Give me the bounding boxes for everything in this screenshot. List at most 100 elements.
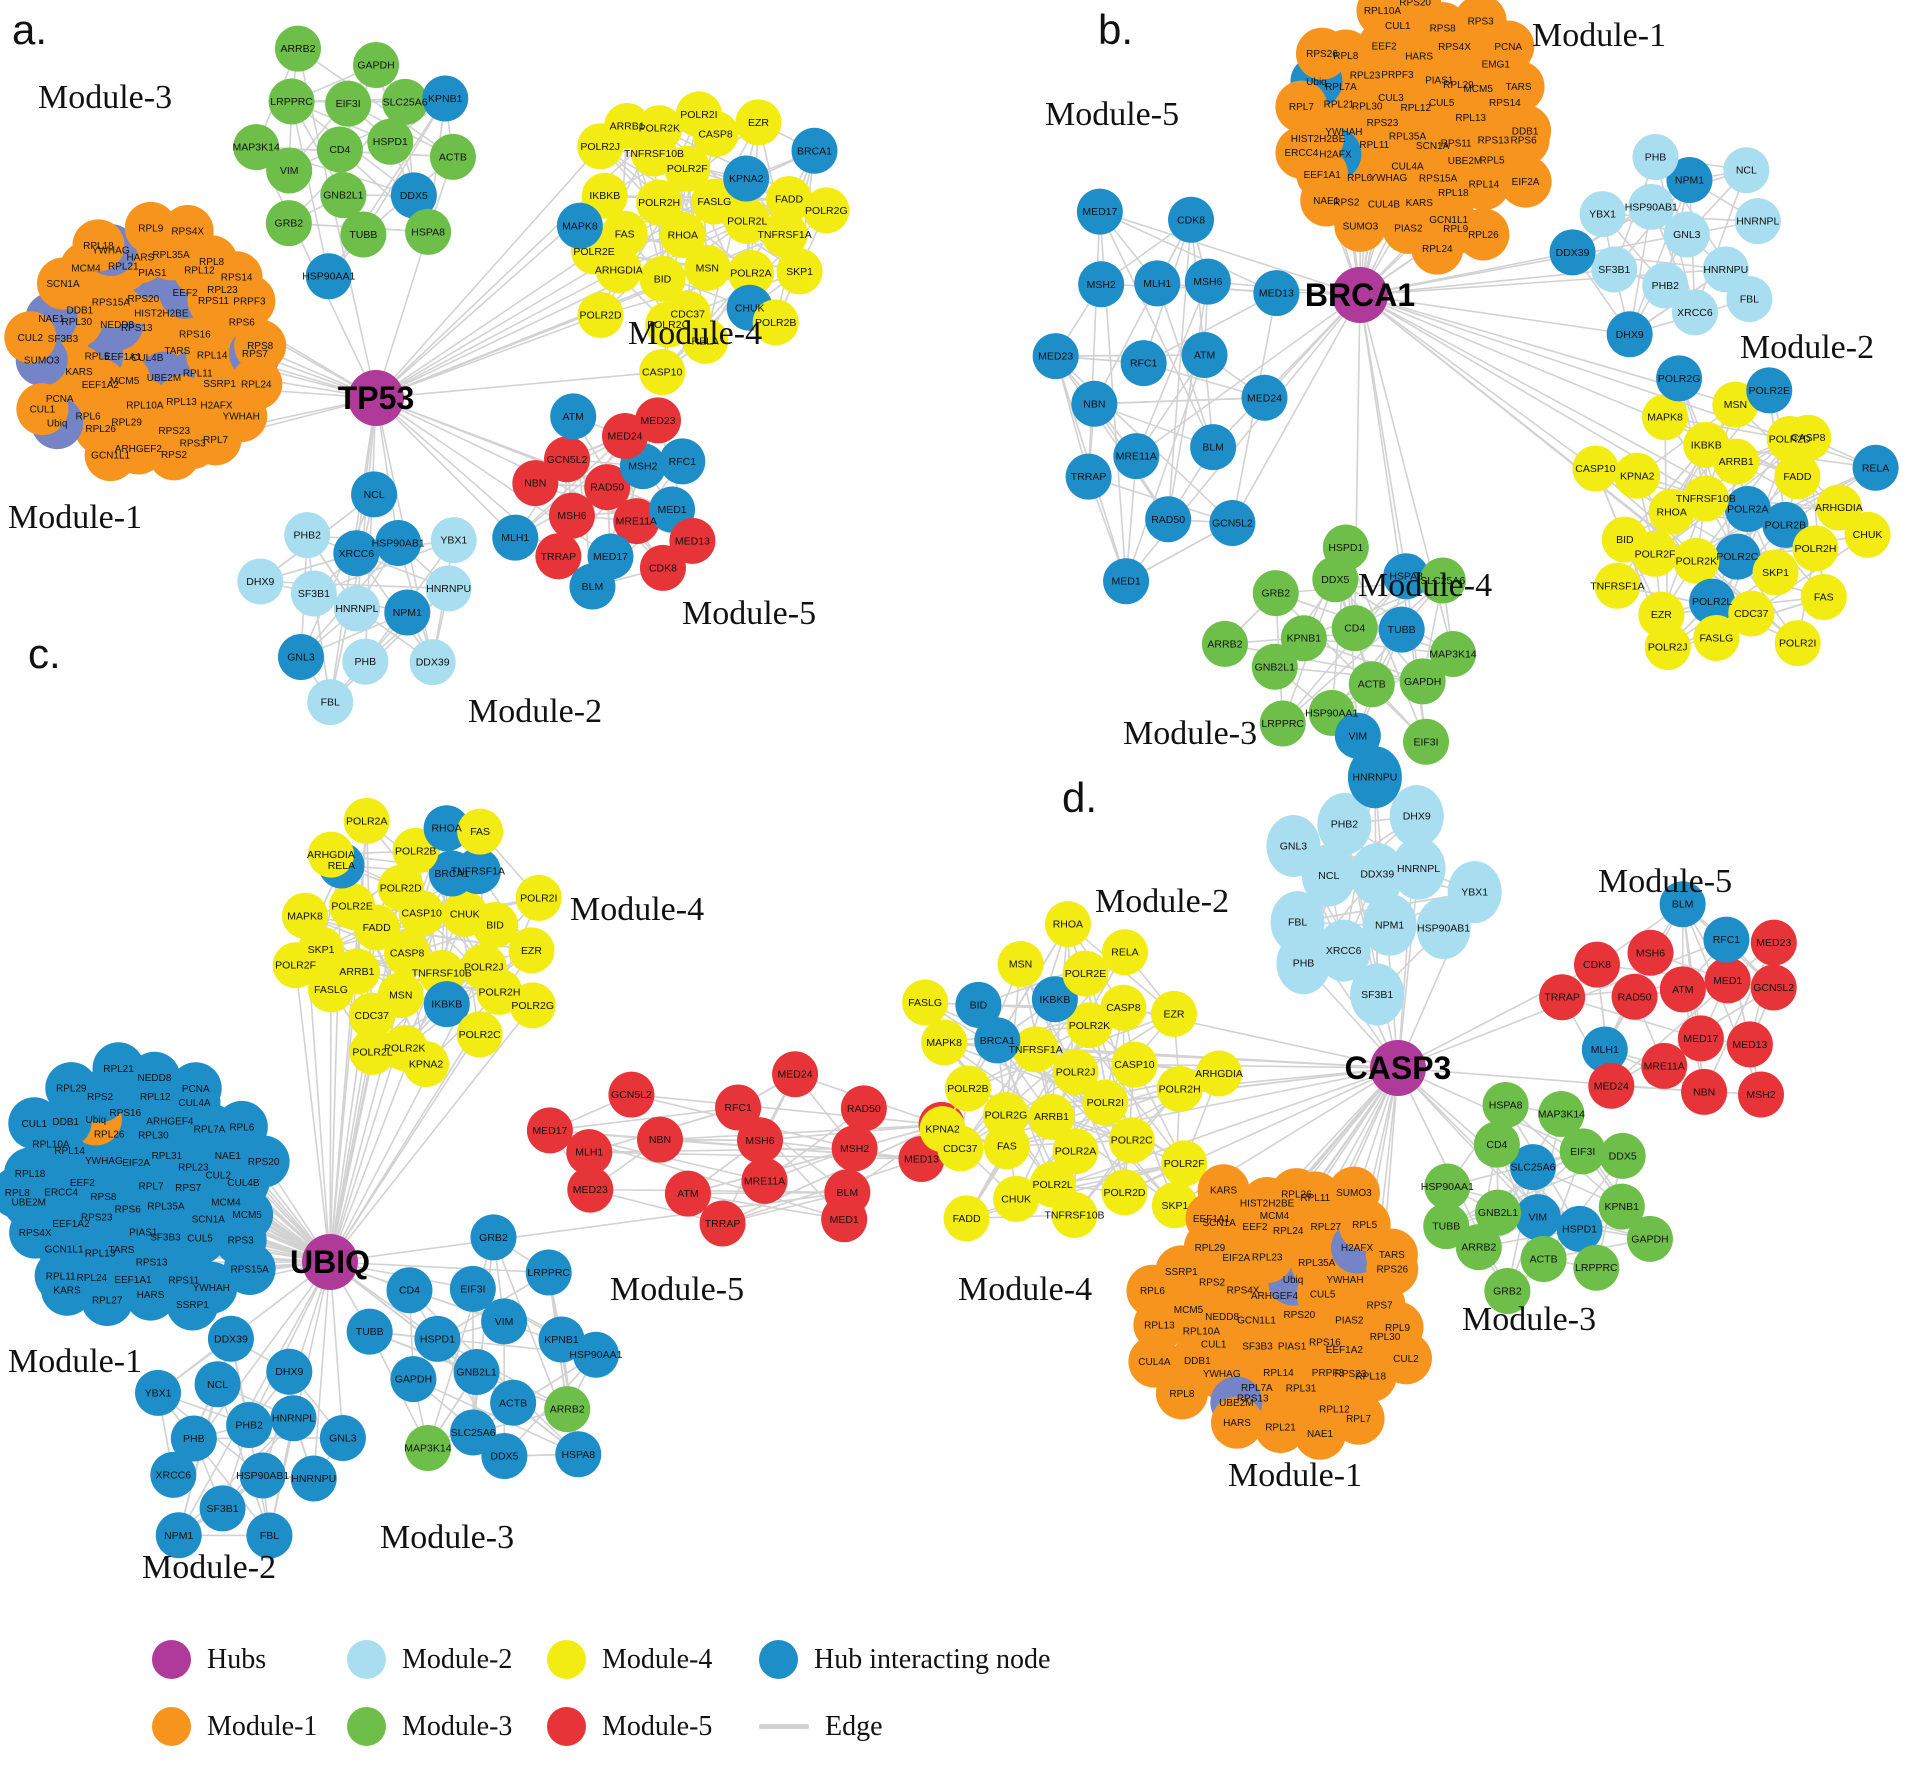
node-kpna2[interactable]	[723, 155, 770, 202]
node-hsp90aa1[interactable]	[1424, 1163, 1471, 1210]
node-arrb2[interactable]	[1455, 1224, 1502, 1271]
node-hnrnpl[interactable]	[1391, 837, 1446, 900]
node-hnrnpu[interactable]	[290, 1455, 337, 1502]
node-bid[interactable]	[639, 255, 686, 302]
node-cdk8[interactable]	[1168, 196, 1215, 243]
node-cd4[interactable]	[386, 1267, 433, 1314]
node-polr2d[interactable]	[377, 864, 424, 911]
node-hspd1[interactable]	[1322, 524, 1369, 571]
node-mre11a[interactable]	[613, 498, 660, 545]
node-phb[interactable]	[342, 638, 389, 685]
node-polr2g[interactable]	[509, 982, 556, 1029]
node-rps20[interactable]	[237, 1135, 290, 1188]
node-fadd[interactable]	[766, 176, 813, 223]
node-med24[interactable]	[1241, 374, 1288, 421]
node-hspa8[interactable]	[555, 1431, 602, 1478]
node-grb2[interactable]	[1252, 570, 1299, 617]
node-med24[interactable]	[772, 1051, 819, 1098]
node-gcn5l2[interactable]	[543, 436, 590, 483]
node-rad50[interactable]	[1145, 496, 1192, 543]
node-vim[interactable]	[1514, 1194, 1561, 1241]
node-cdc37[interactable]	[348, 992, 395, 1039]
node-brca1[interactable]	[791, 127, 838, 174]
node-rpl21[interactable]	[92, 1042, 145, 1095]
node-ybx1[interactable]	[135, 1369, 182, 1416]
node-polr2c[interactable]	[1108, 1117, 1155, 1164]
node-ybx1[interactable]	[1447, 861, 1502, 924]
node-nbn[interactable]	[1681, 1068, 1728, 1115]
node-ssrp1[interactable]	[166, 1278, 219, 1331]
node-polr2d[interactable]	[1101, 1169, 1148, 1216]
node-eif3i[interactable]	[1559, 1128, 1606, 1175]
node-rps26[interactable]	[1295, 27, 1348, 80]
node-cul1[interactable]	[16, 383, 69, 436]
node-arrb2[interactable]	[1201, 620, 1248, 667]
node-ybx1[interactable]	[1579, 191, 1626, 238]
node-tubb[interactable]	[1423, 1203, 1470, 1250]
node-ezr[interactable]	[735, 99, 782, 146]
node-med1[interactable]	[1103, 558, 1150, 605]
node-med23[interactable]	[1750, 919, 1797, 966]
node-rpl26[interactable]	[1457, 208, 1510, 261]
node-eif3i[interactable]	[325, 80, 372, 127]
node-rpl6[interactable]	[1126, 1264, 1179, 1317]
node-xrcc6[interactable]	[333, 530, 380, 577]
node-xrcc6[interactable]	[150, 1451, 197, 1498]
node-hars[interactable]	[124, 1268, 177, 1321]
node-casp8[interactable]	[1785, 414, 1832, 461]
node-rpl26[interactable]	[1270, 1168, 1323, 1221]
node-polr2a[interactable]	[1724, 485, 1771, 532]
node-hsp90ab1[interactable]	[239, 1452, 286, 1499]
node-map3k14[interactable]	[1538, 1090, 1585, 1137]
node-ddx5[interactable]	[481, 1433, 528, 1480]
node-ddx39[interactable]	[1350, 843, 1405, 906]
node-ddx39[interactable]	[207, 1315, 254, 1362]
node-ddb1[interactable]	[1499, 104, 1552, 157]
node-skp1[interactable]	[776, 248, 823, 295]
node-slc25a6[interactable]	[382, 78, 429, 125]
node-slc25a6[interactable]	[1419, 557, 1466, 604]
node-msh2[interactable]	[1737, 1071, 1784, 1118]
node-actb[interactable]	[429, 133, 476, 180]
node-trrap[interactable]	[699, 1200, 746, 1247]
node-msh6[interactable]	[1627, 929, 1674, 976]
node-rpl29[interactable]	[45, 1062, 98, 1115]
node-polr2h[interactable]	[636, 179, 683, 226]
node-nbn[interactable]	[636, 1116, 683, 1163]
node-sf3b1[interactable]	[1350, 963, 1405, 1026]
node-msh6[interactable]	[1184, 258, 1231, 305]
node-polr2d[interactable]	[577, 291, 624, 338]
node-gcn5l2[interactable]	[1750, 964, 1797, 1011]
node-rfc1[interactable]	[659, 438, 706, 485]
node-gnl3[interactable]	[319, 1414, 366, 1461]
node-atm[interactable]	[1659, 966, 1706, 1013]
node-mapk8[interactable]	[921, 1019, 968, 1066]
node-med23[interactable]	[1032, 333, 1079, 380]
node-gapdh[interactable]	[390, 1356, 437, 1403]
node-map3k14[interactable]	[1430, 630, 1477, 677]
node-atm[interactable]	[1181, 331, 1228, 378]
node-grb2[interactable]	[1484, 1267, 1531, 1314]
node-polr2g[interactable]	[803, 187, 850, 234]
node-phb2[interactable]	[1317, 793, 1372, 856]
node-msh6[interactable]	[548, 492, 595, 539]
node-rhoa[interactable]	[1044, 901, 1091, 948]
node-nae1[interactable]	[1294, 1407, 1347, 1460]
node-ncl[interactable]	[351, 471, 398, 518]
node-fadd[interactable]	[1774, 453, 1821, 500]
node-phb2[interactable]	[226, 1402, 273, 1449]
node-map3k14[interactable]	[233, 124, 280, 171]
node-gcn5l2[interactable]	[1209, 500, 1256, 547]
node-rps15a[interactable]	[223, 1243, 276, 1296]
node-atm[interactable]	[664, 1170, 711, 1217]
node-rps20[interactable]	[1389, 0, 1442, 29]
node-polr2f[interactable]	[272, 942, 319, 989]
node-grb2[interactable]	[470, 1214, 517, 1261]
node-tnfrsf10b[interactable]	[1051, 1191, 1098, 1238]
node-polr2l[interactable]	[349, 1028, 396, 1075]
node-polr2h[interactable]	[1156, 1065, 1203, 1112]
node-scn1a[interactable]	[36, 257, 89, 310]
node-phb[interactable]	[1276, 932, 1331, 995]
node-kpna2[interactable]	[403, 1041, 450, 1088]
node-bid[interactable]	[1601, 516, 1648, 563]
